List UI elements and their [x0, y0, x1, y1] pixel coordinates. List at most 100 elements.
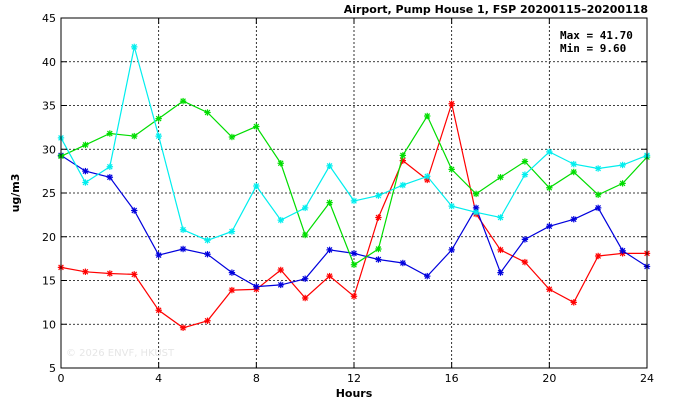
x-tick-label: 24: [640, 372, 654, 385]
x-axis-title: Hours: [336, 387, 373, 400]
data-point: [570, 160, 577, 168]
data-point: [326, 162, 333, 170]
data-point: [497, 246, 504, 254]
data-point: [448, 100, 455, 107]
data-point: [106, 270, 114, 277]
data-point: [228, 286, 236, 294]
data-point: [82, 167, 89, 175]
data-point: [399, 152, 407, 159]
data-point: [424, 173, 431, 180]
x-tick-label: 16: [445, 372, 459, 385]
y-tick-label: 5: [49, 362, 56, 375]
data-point: [155, 132, 162, 140]
data-point: [277, 160, 284, 167]
data-point: [521, 236, 529, 243]
data-point: [131, 271, 138, 278]
data-point: [448, 202, 455, 210]
ticks: 0 4 8 12 16 20 24 5 10 15 20 25 30 35 40 45: [42, 12, 654, 385]
data-point: [179, 226, 187, 233]
data-point: [155, 115, 162, 122]
data-point: [375, 245, 382, 253]
data-point: [106, 130, 114, 137]
x-tick-label: 0: [58, 372, 65, 385]
data-point: [179, 324, 187, 331]
data-point: [350, 197, 358, 205]
data-point: [448, 166, 455, 173]
data-point: [106, 174, 114, 181]
x-tick-label: 12: [347, 372, 361, 385]
data-point: [619, 161, 626, 169]
data-point: [301, 275, 309, 282]
data-point: [375, 214, 382, 221]
data-point: [497, 214, 504, 221]
x-tick-label: 4: [155, 372, 162, 385]
data-point: [277, 216, 284, 224]
data-point: [253, 123, 260, 130]
data-point: [131, 132, 138, 140]
data-point: [594, 204, 602, 212]
data-point: [155, 251, 162, 259]
data-point: [546, 286, 553, 293]
data-point: [546, 223, 553, 230]
data-point: [594, 252, 602, 260]
data-point: [82, 141, 89, 149]
data-point: [301, 204, 309, 212]
data-point: [179, 97, 187, 105]
data-point: [546, 148, 553, 156]
data-point: [179, 245, 187, 253]
y-tick-label: 10: [42, 318, 56, 331]
data-point: [301, 294, 309, 302]
data-point: [228, 269, 236, 276]
data-point: [326, 272, 333, 280]
chart-title: Airport, Pump House 1, FSP 20200115–2020…: [344, 3, 648, 16]
y-tick-label: 15: [42, 275, 56, 288]
series-1: [57, 100, 651, 331]
y-tick-label: 30: [42, 143, 56, 156]
data-point: [253, 283, 260, 290]
watermark: © 2026 ENVF, HKUST: [66, 348, 175, 359]
data-point: [277, 281, 284, 289]
series-3: [57, 97, 651, 268]
data-point: [619, 247, 626, 254]
data-point: [424, 112, 431, 120]
data-point: [546, 184, 553, 191]
data-point: [375, 256, 382, 263]
data-point: [82, 179, 89, 186]
data-point: [350, 250, 358, 257]
data-point: [399, 181, 407, 189]
data-point: [570, 216, 577, 223]
y-axis-title: ug/m3: [9, 174, 22, 213]
data-point: [155, 307, 162, 314]
data-point: [570, 299, 577, 306]
y-tick-label: 25: [42, 187, 56, 200]
data-point: [399, 259, 407, 267]
x-tick-label: 8: [253, 372, 260, 385]
data-point: [472, 190, 480, 198]
data-point: [228, 228, 236, 235]
series-layer: [57, 43, 651, 331]
data-point: [204, 317, 211, 324]
data-point: [619, 180, 626, 187]
max-label: Max = 41.70: [560, 29, 633, 42]
data-point: [350, 293, 358, 300]
data-point: [497, 174, 504, 181]
data-point: [204, 109, 211, 116]
data-point: [131, 207, 138, 214]
data-point: [521, 258, 529, 266]
y-tick-label: 20: [42, 231, 56, 244]
y-tick-label: 35: [42, 100, 56, 113]
data-point: [448, 246, 455, 254]
data-point: [424, 272, 431, 280]
data-point: [228, 133, 236, 141]
grid: [61, 18, 647, 368]
data-point: [497, 269, 504, 276]
data-point: [375, 192, 382, 199]
data-point: [277, 266, 284, 274]
data-point: [594, 191, 602, 198]
data-point: [472, 209, 480, 216]
data-point: [350, 261, 358, 268]
data-point: [326, 246, 333, 254]
y-tick-label: 45: [42, 12, 56, 25]
